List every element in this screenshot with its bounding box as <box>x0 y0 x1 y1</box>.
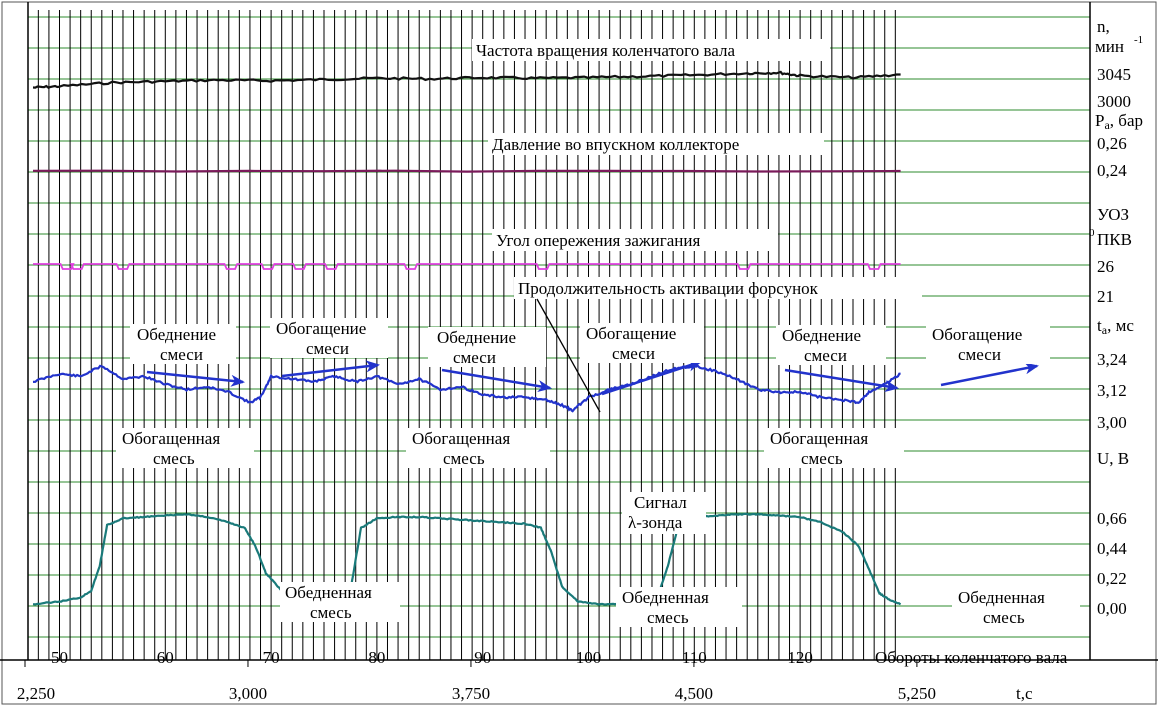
enriching-label-1-b: смеси <box>306 339 349 358</box>
enriching-arrow-2 <box>601 360 702 396</box>
time-ticks: 2,250 3,000 3,750 4,500 5,250 <box>17 660 936 703</box>
ignition-ylabel: УОЗ <box>1097 205 1129 224</box>
rpm-series-line <box>32 70 901 89</box>
rpm-tick-3000: 3000 <box>1097 92 1131 111</box>
ignition-series-line <box>33 263 901 270</box>
leaning-label-3: Обеднение <box>782 326 861 345</box>
lambda-ylabel: U, В <box>1097 449 1129 468</box>
enriching-arrow-1 <box>281 360 380 378</box>
injection-tick-312: 3,12 <box>1097 381 1127 400</box>
enriching-label-1: Обогащение <box>276 319 366 338</box>
time-tick-label: 5,250 <box>898 684 936 703</box>
enriching-label-2: Обогащение <box>586 324 676 343</box>
rpm-ylabel: n, <box>1097 17 1110 36</box>
rich-mixture-label-3: Обогащенная <box>770 429 868 448</box>
time-tick-label: 4,500 <box>675 684 713 703</box>
lean-mixture-label-3: Обедненная <box>958 588 1045 607</box>
lambda-tick-044: 0,44 <box>1097 539 1127 558</box>
rich-mixture-label-1-b: смесь <box>153 449 195 468</box>
rich-mixture-label-1: Обогащенная <box>122 429 220 448</box>
revolutions-tick-label: 60 <box>157 648 174 667</box>
revolutions-tick-label: 120 <box>787 648 813 667</box>
revolutions-axis-label: Обороты коленчатого вала <box>875 648 1068 667</box>
injection-pointer-line <box>536 298 601 413</box>
ignition-ylabel-unit: ПКВ <box>1097 230 1132 249</box>
time-axis-label: t,c <box>1016 684 1033 703</box>
lambda-series-line <box>32 512 902 606</box>
trend-arrows <box>146 360 1039 396</box>
leaning-label-3-b: смеси <box>804 346 847 365</box>
revolutions-tick-label: 50 <box>51 648 68 667</box>
leaning-arrow-3 <box>784 368 899 393</box>
annotations: Обеднение смеси Обогащение смеси Обеднен… <box>116 318 1080 627</box>
lean-mixture-label-2-b: смесь <box>647 608 689 627</box>
rpm-ylabel-sup: -1 <box>1134 34 1143 46</box>
leaning-arrow-1 <box>146 370 245 387</box>
leaning-label-1-b: смеси <box>160 345 203 364</box>
rpm-ylabel-unit: мин <box>1095 37 1124 56</box>
time-tick-label: 2,250 <box>17 684 55 703</box>
pressure-ylabel: Pa, бар <box>1095 111 1143 132</box>
lean-mixture-label-1-b: смесь <box>310 603 352 622</box>
enriching-label-3: Обогащение <box>932 325 1022 344</box>
leaning-label-1: Обеднение <box>137 325 216 344</box>
leaning-label-2: Обеднение <box>437 328 516 347</box>
ignition-tick-26: 26 <box>1097 257 1114 276</box>
pressure-title: Давление во впускном коллекторе <box>492 135 739 154</box>
rich-mixture-label-2-b: смесь <box>443 449 485 468</box>
revolutions-tick-label: 80 <box>368 648 385 667</box>
rich-mixture-label-3-b: смесь <box>801 449 843 468</box>
rpm-title: Частота вращения коленчатого вала <box>476 41 735 60</box>
injection-tick-324: 3,24 <box>1097 350 1127 369</box>
leaning-arrow-2 <box>441 368 552 392</box>
injection-ylabel: tа, мс <box>1097 316 1134 337</box>
injection-tick-300: 3,00 <box>1097 413 1127 432</box>
time-tick-label: 3,750 <box>452 684 490 703</box>
revolutions-ticks: 50 60 70 80 90 100 110 120 <box>51 648 813 667</box>
enriching-label-3-b: смеси <box>958 345 1001 364</box>
pressure-series-line <box>32 169 901 173</box>
pressure-tick-024: 0,24 <box>1097 161 1127 180</box>
lambda-signal-label-b: λ-зонда <box>628 513 683 532</box>
ignition-title: Угол опережения зажигания <box>496 231 700 250</box>
lean-mixture-label-1: Обедненная <box>285 583 372 602</box>
lean-mixture-label-2: Обедненная <box>622 588 709 607</box>
injection-series-line <box>32 364 901 413</box>
time-tick-label: 3,000 <box>229 684 267 703</box>
lambda-signal-label: Сигнал <box>634 493 687 512</box>
lambda-tick-022: 0,22 <box>1097 569 1127 588</box>
revolutions-tick-label: 100 <box>576 648 602 667</box>
rich-mixture-label-2: Обогащенная <box>412 429 510 448</box>
ignition-tick-21: 21 <box>1097 287 1114 306</box>
lambda-tick-066: 0,66 <box>1097 509 1127 528</box>
revolutions-tick-label: 70 <box>263 648 280 667</box>
enriching-arrow-3 <box>940 362 1039 387</box>
pressure-tick-026: 0,26 <box>1097 134 1127 153</box>
enriching-label-2-b: смеси <box>612 344 655 363</box>
lean-mixture-label-3-b: смесь <box>983 608 1025 627</box>
rpm-tick-3045: 3045 <box>1097 65 1131 84</box>
injection-title: Продолжительность активации форсунок <box>518 279 819 298</box>
subplot-titles: Частота вращения коленчатого вала Давлен… <box>472 39 922 299</box>
lambda-tick-000: 0,00 <box>1097 599 1127 618</box>
leaning-label-2-b: смеси <box>453 348 496 367</box>
revolutions-tick-label: 90 <box>474 648 491 667</box>
revolutions-tick-label: 110 <box>682 648 707 667</box>
right-axis: n, мин -1 3045 3000 Pa, бар 0,26 0,24 УО… <box>1089 17 1143 618</box>
ignition-ylabel-sup: 0 <box>1089 227 1095 239</box>
